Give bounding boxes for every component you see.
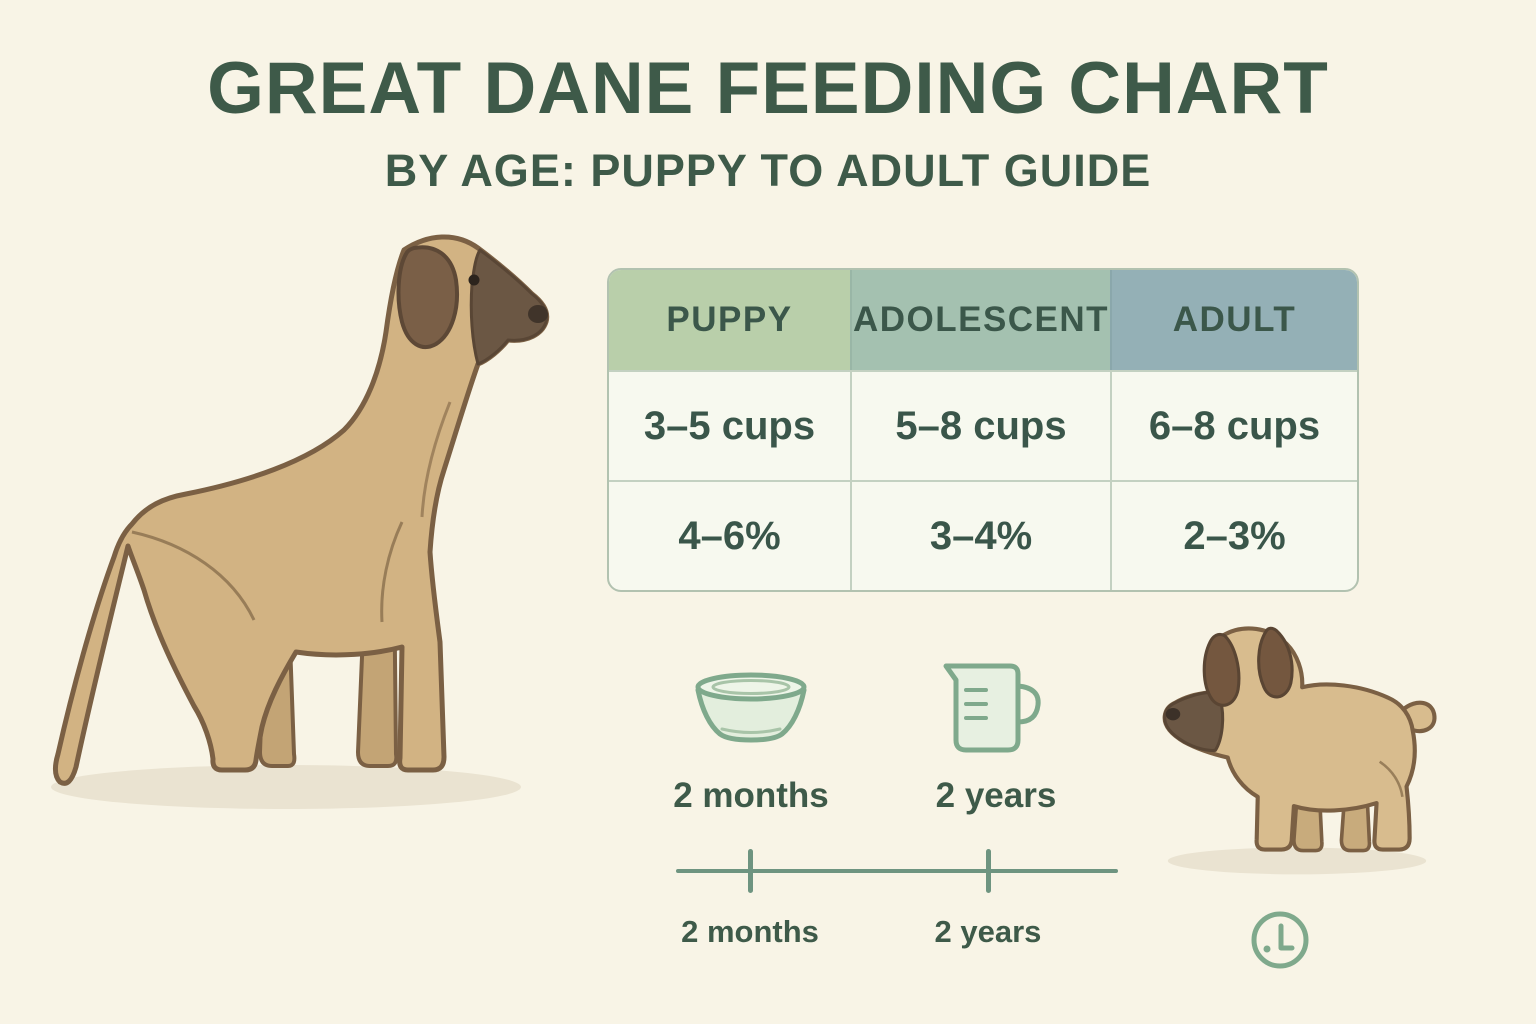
dog-ear [396, 245, 459, 350]
page-title: GREAT DANE FEEDING CHART [207, 48, 1329, 129]
measuring-cup-icon [943, 663, 1041, 753]
ground-shadow [51, 765, 521, 809]
puppy-ground-shadow [1167, 847, 1427, 875]
dog-shoulder-line [380, 521, 404, 623]
table-cell-puppy-cups: 3–5 cups [609, 370, 850, 480]
feeding-table-header-row: PUPPY ADOLESCENT ADULT [609, 270, 1357, 370]
puppy-front-ear [1202, 632, 1241, 707]
puppy-nose [1165, 707, 1181, 721]
timeline-tick-2-years [986, 849, 991, 893]
table-cell-puppy-percent: 4–6% [609, 480, 850, 590]
timeline-label-2-months: 2 months [681, 914, 819, 949]
table-cell-adult-cups: 6–8 cups [1110, 370, 1357, 480]
table-cell-adolescent-cups: 5–8 cups [850, 370, 1110, 480]
puppy-back-ear [1257, 626, 1294, 699]
timeline-label-2-years: 2 years [934, 914, 1042, 949]
great-dane-adult-illustration [51, 234, 550, 809]
great-dane-puppy-illustration [1162, 626, 1437, 875]
table-cell-adult-percent: 2–3% [1110, 480, 1357, 590]
food-bowl-icon [695, 672, 807, 743]
table-row-percent: 4–6% 3–4% 2–3% [609, 480, 1357, 590]
timeline-tick-2-months [748, 849, 753, 893]
page-subtitle: BY AGE: PUPPY TO ADULT GUIDE [384, 145, 1152, 196]
cup-milestone-label: 2 years [935, 776, 1057, 815]
dog-neck-line [420, 401, 452, 518]
clock-icon [1251, 911, 1309, 969]
feeding-table: PUPPY ADOLESCENT ADULT 3–5 cups 5–8 cups… [607, 268, 1359, 592]
table-cell-adolescent-percent: 3–4% [850, 480, 1110, 590]
table-header-puppy: PUPPY [609, 270, 850, 370]
dog-nose [528, 305, 548, 323]
table-header-adult: ADULT [1110, 270, 1357, 370]
puppy-thigh-line [1378, 760, 1404, 798]
bowl-milestone-label: 2 months [673, 776, 829, 815]
dog-thigh-line [131, 530, 256, 621]
table-row-cups: 3–5 cups 5–8 cups 6–8 cups [609, 370, 1357, 480]
table-header-adolescent: ADOLESCENT [850, 270, 1110, 370]
timeline-axis [676, 869, 1118, 873]
dog-eye [468, 274, 480, 286]
